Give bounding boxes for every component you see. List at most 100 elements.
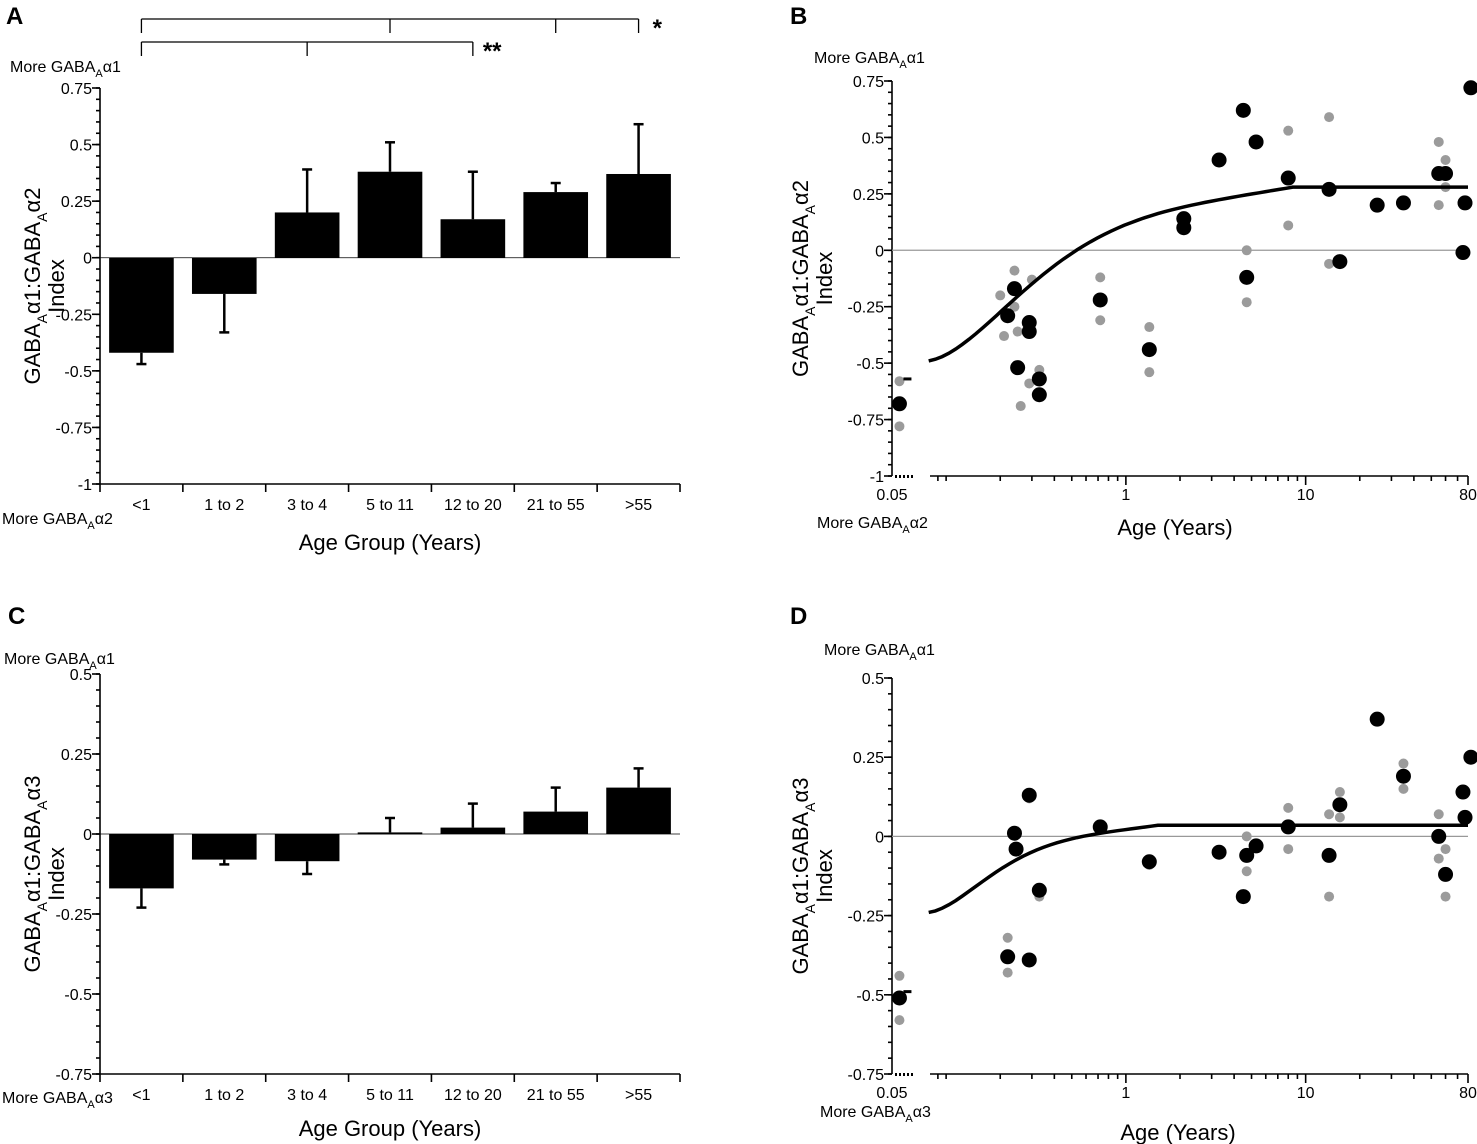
y-label-part: α2	[20, 188, 45, 213]
bar-2	[274, 212, 340, 258]
mean-point	[1021, 787, 1037, 803]
replicate-point	[1009, 265, 1020, 276]
mean-point	[1141, 854, 1157, 870]
y-tick-label: 0.25	[61, 194, 92, 211]
note-part: α1	[103, 59, 121, 76]
note-part: α1	[97, 651, 115, 668]
y-tick-label: 0.75	[853, 74, 884, 91]
mean-point	[1332, 254, 1348, 270]
mean-point	[1438, 866, 1454, 882]
y-label-part: α1:GABA	[20, 221, 45, 314]
x-tick-label: <1	[132, 497, 150, 514]
replicate-point	[894, 421, 905, 432]
y-tick-label: -1	[78, 477, 92, 494]
x-axis-label: Age Group (Years)	[299, 1116, 482, 1141]
x-tick-label: 10	[1297, 487, 1315, 504]
replicate-point	[1241, 297, 1252, 308]
x-tick-label: 21 to 55	[527, 1087, 585, 1104]
mean-point	[1092, 819, 1108, 835]
y-tick-label: -0.25	[56, 307, 93, 324]
y-tick-label: -0.75	[56, 1067, 93, 1084]
y-tick-label: 0.25	[61, 747, 92, 764]
y-label-subscript: A	[34, 313, 50, 323]
y-axis-label-index: Index	[812, 849, 837, 903]
bottom-direction-note: More GABAAα2	[817, 515, 928, 536]
replicate-point	[1002, 932, 1013, 943]
y-tick-label: -0.75	[56, 420, 93, 437]
y-tick-label: 0	[83, 827, 92, 844]
mean-point	[1431, 828, 1447, 844]
x-tick-label: 1	[1121, 1085, 1130, 1102]
replicate-point	[1440, 891, 1451, 902]
x-tick-label: 12 to 20	[444, 1087, 502, 1104]
x-tick-label: 80	[1459, 487, 1477, 504]
replicate-point	[1324, 891, 1335, 902]
x-axis-label: Age (Years)	[1117, 515, 1232, 540]
x-tick-label: <1	[132, 1087, 150, 1104]
y-label-part: GABA	[20, 911, 45, 972]
y-tick-label: -0.25	[848, 909, 885, 926]
mean-point	[1321, 181, 1337, 197]
x-tick-label: 10	[1297, 1085, 1315, 1102]
y-label-subscript: A	[34, 901, 50, 911]
y-label-part: α1:GABA	[20, 809, 45, 902]
y-label-part: α1:GABA	[788, 214, 813, 307]
x-axis-label: Age Group (Years)	[299, 530, 482, 555]
mean-point	[891, 990, 907, 1006]
bottom-direction-note: More GABAAα2	[2, 511, 113, 532]
note-subscript: A	[95, 68, 103, 80]
mean-point	[1021, 324, 1037, 340]
y-axis-label-index: Index	[44, 847, 69, 901]
y-axis-label: GABAAα1:GABAAα3	[788, 778, 818, 975]
replicate-point	[1283, 802, 1294, 813]
fit-curve	[928, 185, 1468, 363]
mean-point	[1455, 245, 1471, 261]
replicate-point	[995, 290, 1006, 301]
bar-1	[191, 257, 257, 294]
mean-point	[1000, 949, 1016, 965]
replicate-point	[1012, 326, 1023, 337]
replicate-point	[1241, 866, 1252, 877]
bar-4	[440, 827, 506, 834]
note-part: More GABA	[820, 1104, 906, 1121]
mean-point	[1008, 841, 1024, 857]
mean-point	[1235, 889, 1251, 905]
mean-point	[1000, 308, 1016, 324]
mean-point	[1457, 195, 1473, 211]
bar-5	[523, 811, 589, 834]
y-label-part: GABA	[788, 913, 813, 974]
y-tick-label: 0	[875, 829, 884, 846]
mean-point	[1141, 342, 1157, 358]
y-tick-label: -0.5	[856, 988, 884, 1005]
replicate-point	[1144, 322, 1155, 333]
bottom-direction-note: More GABAAα3	[820, 1104, 931, 1125]
mean-point	[1092, 292, 1108, 308]
x-tick-label: 3 to 4	[287, 1087, 327, 1104]
note-subscript: A	[902, 524, 910, 536]
note-part: α3	[95, 1090, 113, 1107]
bar-2	[274, 834, 340, 862]
mean-point	[1395, 195, 1411, 211]
mean-point	[1455, 784, 1471, 800]
y-label-part: GABA	[20, 323, 45, 384]
bar-1	[191, 834, 257, 860]
panel-label: C	[8, 603, 25, 630]
replicate-point	[1009, 301, 1020, 312]
note-subscript: A	[905, 1113, 913, 1125]
replicate-point	[1440, 844, 1451, 855]
mean-point	[1321, 847, 1337, 863]
mean-point	[1463, 80, 1477, 96]
x-tick-label: 0.05	[876, 1085, 907, 1102]
replicate-point	[1324, 112, 1335, 123]
bar-3	[357, 171, 423, 258]
mean-point	[1211, 152, 1227, 168]
replicate-point	[1324, 258, 1335, 269]
panel-label: B	[790, 3, 807, 30]
y-label-part: α2	[788, 180, 813, 205]
fit-curve	[928, 823, 1468, 915]
replicate-point	[1324, 809, 1335, 820]
mean-point	[1248, 134, 1264, 150]
